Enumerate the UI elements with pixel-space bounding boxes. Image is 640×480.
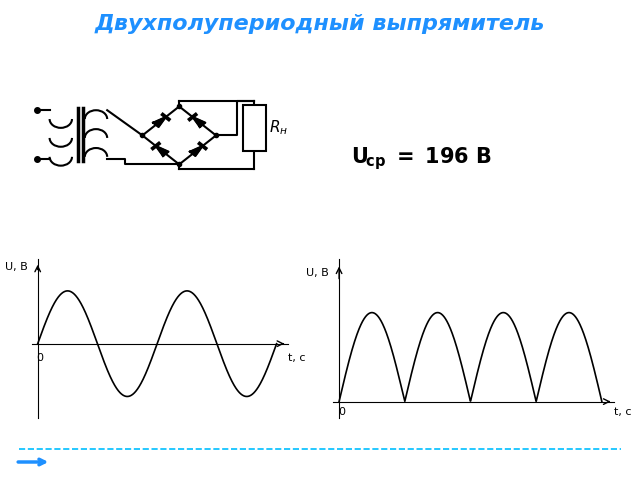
Text: Двухполупериодный выпрямитель: Двухполупериодный выпрямитель [95, 14, 545, 35]
Text: 0: 0 [36, 353, 44, 363]
Text: U, В: U, В [306, 267, 328, 277]
Text: t, с: t, с [288, 353, 305, 363]
Polygon shape [153, 117, 166, 127]
Bar [243, 105, 266, 151]
Polygon shape [190, 146, 203, 156]
Polygon shape [156, 146, 168, 156]
Text: $R_н$: $R_н$ [269, 119, 288, 137]
Text: $\mathbf{U_{\!ср}\ =\ 196\ В}$: $\mathbf{U_{\!ср}\ =\ 196\ В}$ [351, 145, 491, 172]
Text: t, с: t, с [614, 407, 632, 417]
Text: 0: 0 [338, 407, 345, 417]
Polygon shape [193, 117, 205, 127]
Text: U, В: U, В [6, 262, 28, 272]
